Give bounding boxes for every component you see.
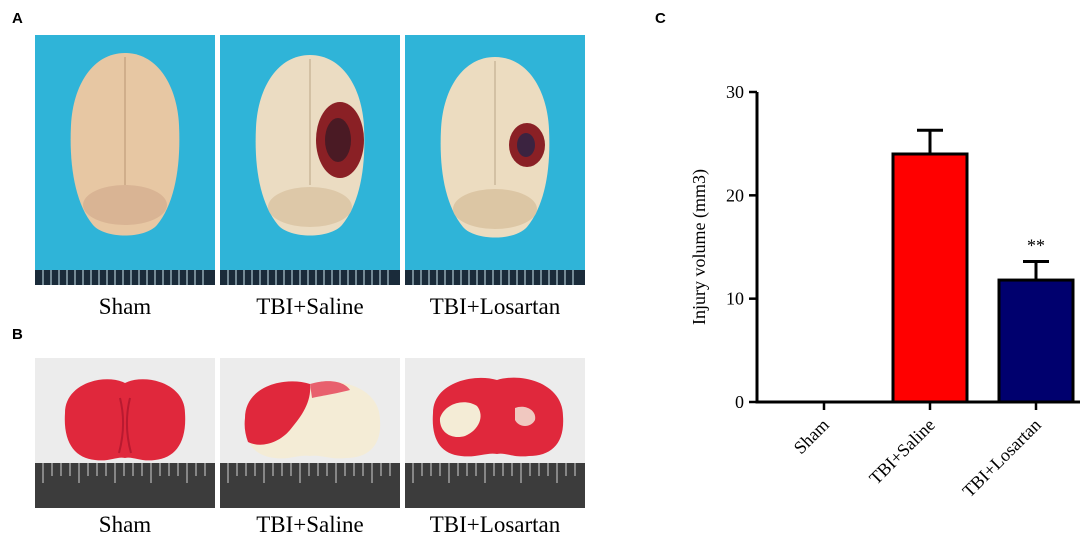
injury-volume-chart: 0 10 20 30 Injury volume (mm3) Sham TBI+Saline…: [689, 82, 1080, 501]
caption-b-sham: Sham: [98, 512, 152, 537]
caption-a-tbi-losartan: TBI+Losartan: [429, 294, 561, 319]
photo-b-tbi-saline: [220, 358, 400, 508]
photo-a-tbi-saline: [220, 35, 400, 285]
panel-c-label: C: [655, 10, 666, 27]
photo-b-sham: [35, 358, 215, 508]
panel-b-label: B: [12, 326, 23, 343]
photo-a-tbi-losartan: [405, 35, 585, 285]
x-tick-label: Sham: [790, 415, 833, 458]
panel-a-label: A: [12, 10, 23, 27]
x-tick-label: TBI+Losartan: [958, 415, 1044, 501]
caption-a-tbi-saline: TBI+Saline: [256, 294, 364, 319]
significance-marker: **: [1027, 235, 1045, 255]
photo-b-tbi-losartan: [405, 358, 585, 508]
y-axis-label: Injury volume (mm3): [689, 169, 710, 325]
y-tick-label: 20: [726, 185, 744, 205]
x-tick-label: TBI+Saline: [865, 415, 939, 489]
bar-tbi-saline: [891, 152, 969, 404]
caption-a-sham: Sham: [98, 294, 152, 319]
photo-a-sham: [35, 35, 215, 285]
y-tick-label: 30: [726, 82, 744, 102]
bar-tbi-losartan: [997, 278, 1075, 404]
caption-b-tbi-saline: TBI+Saline: [256, 512, 364, 537]
caption-b-tbi-losartan: TBI+Losartan: [429, 512, 561, 537]
y-tick-label: 10: [726, 289, 744, 309]
y-tick-label: 0: [735, 392, 744, 412]
